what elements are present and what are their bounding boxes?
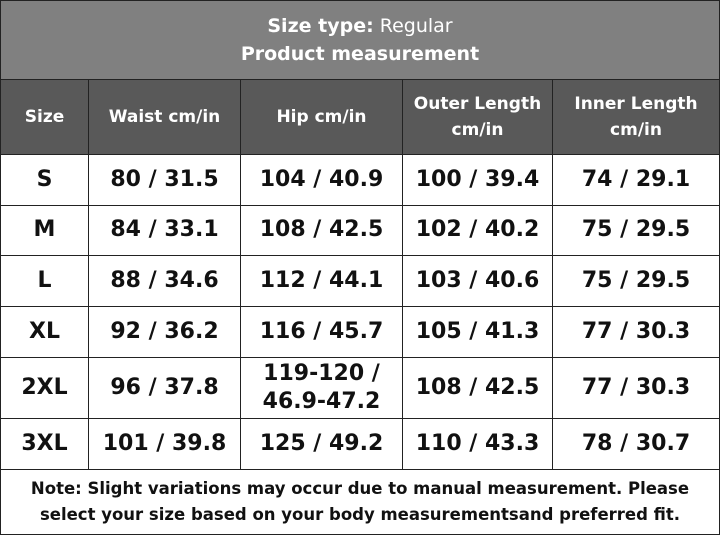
measurement-cell: 77 / 30.3 [552, 305, 720, 358]
size-row: 3XL 101 / 39.8 125 / 49.2 110 / 43.3 78 / 30… [0, 418, 720, 470]
measurement-cell: 110 / 43.3 [402, 418, 553, 470]
size-cell: 2XL [0, 356, 89, 420]
size-cell: S [0, 154, 89, 206]
measurement-cell: 102 / 40.2 [402, 204, 553, 257]
note: Note: Slight variations may occur due to… [0, 469, 720, 535]
measurement-cell: 104 / 40.9 [240, 154, 403, 206]
table-body: S 80 / 31.5 104 / 40.9 100 / 39.4 74 / 29.1 M… [0, 154, 720, 470]
measurement-cell: 108 / 42.5 [240, 204, 403, 257]
column-header: Hip cm/in [240, 79, 403, 155]
measurement-cell: 77 / 30.3 [552, 356, 720, 420]
measurement-cell: 116 / 45.7 [240, 305, 403, 358]
measurement-cell: 75 / 29.5 [552, 204, 720, 257]
measurement-cell: 105 / 41.3 [402, 305, 553, 358]
size-cell: XL [0, 305, 89, 358]
size-row: M 84 / 33.1 108 / 42.5 102 / 40.2 75 / 29.5 [0, 204, 720, 257]
column-header: Outer Length cm/in [402, 79, 553, 155]
size-type-value: Regular [379, 15, 453, 37]
column-header: Inner Length cm/in [552, 79, 720, 155]
measurement-cell: 80 / 31.5 [88, 154, 241, 206]
measurement-cell: 78 / 30.7 [552, 418, 720, 470]
column-header: Size [0, 79, 89, 155]
size-cell: M [0, 204, 89, 257]
size-row: L 88 / 34.6 112 / 44.1 103 / 40.6 75 / 29.5 [0, 255, 720, 307]
measurement-cell: 88 / 34.6 [88, 255, 241, 307]
size-row: S 80 / 31.5 104 / 40.9 100 / 39.4 74 / 29.1 [0, 154, 720, 206]
measurement-cell: 96 / 37.8 [88, 356, 241, 420]
measurement-cell: 74 / 29.1 [552, 154, 720, 206]
measurement-cell: 92 / 36.2 [88, 305, 241, 358]
size-cell: L [0, 255, 89, 307]
size-row: XL 92 / 36.2 116 / 45.7 105 / 41.3 77 / 30.3 [0, 305, 720, 358]
header-row: Size Waist cm/in Hip cm/in Outer Length cm/… [0, 79, 720, 155]
title-band: Size type: Regular Product measurement [0, 0, 720, 80]
measurement-cell: 108 / 42.5 [402, 356, 553, 420]
subtitle: Product measurement [240, 43, 480, 65]
measurement-cell: 112 / 44.1 [240, 255, 403, 307]
measurement-cell: 103 / 40.6 [402, 255, 553, 307]
size-type-label: Size type: [267, 15, 374, 37]
measurement-cell: 101 / 39.8 [88, 418, 241, 470]
measurement-cell: 125 / 49.2 [240, 418, 403, 470]
column-header: Waist cm/in [88, 79, 241, 155]
measurement-cell: 84 / 33.1 [88, 204, 241, 257]
measurement-cell: 75 / 29.5 [552, 255, 720, 307]
size-row: 2XL 96 / 37.8 119-120 / 46.9-47.2 108 / 42.… [0, 356, 720, 420]
size-cell: 3XL [0, 418, 89, 470]
measurement-cell: 100 / 39.4 [402, 154, 553, 206]
measurement-cell: 119-120 / 46.9-47.2 [240, 356, 403, 420]
